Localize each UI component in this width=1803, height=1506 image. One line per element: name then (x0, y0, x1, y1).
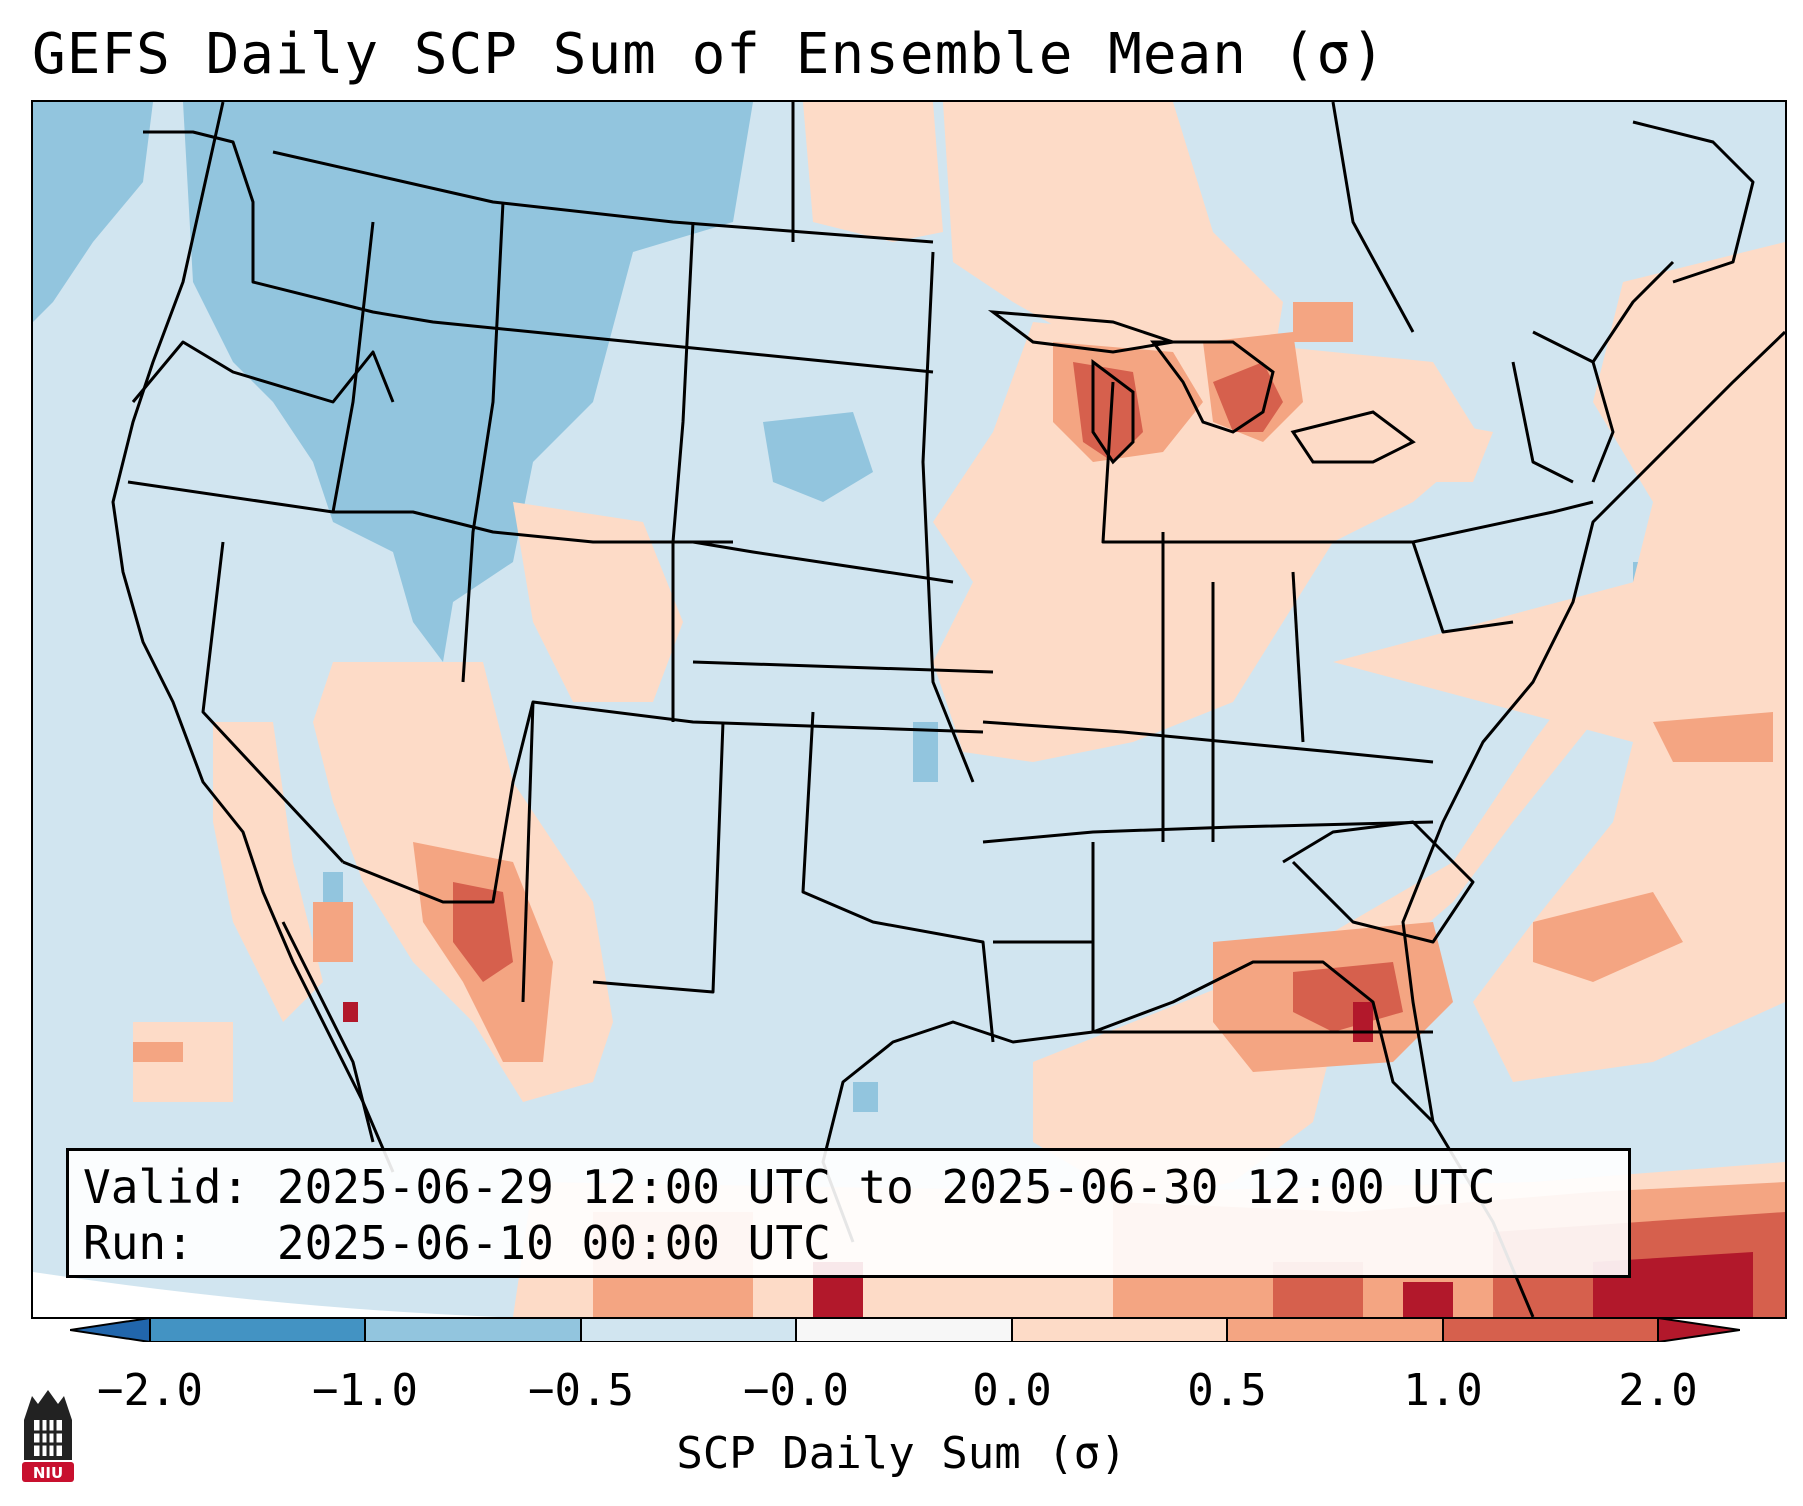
colorbar-tick-label: −2.0 (97, 1365, 203, 1416)
colorbar-under-arrow (70, 1318, 150, 1342)
colorbar-tick-label: −0.5 (528, 1365, 634, 1416)
chart-title: GEFS Daily SCP Sum of Ensemble Mean (σ) (32, 22, 1386, 87)
valid-run-info-box: Valid: 2025-06-29 12:00 UTC to 2025-06-3… (66, 1148, 1631, 1278)
colorbar (70, 1318, 1740, 1342)
great-lakes (987, 310, 1416, 465)
niu-logo-badge (22, 1462, 74, 1482)
colorbar-tick-label: −1.0 (312, 1365, 418, 1416)
map-domain-edge (33, 1272, 793, 1317)
run-time: 2025-06-10 00:00 UTC (276, 1216, 831, 1270)
colorbar-tick-label: 2.0 (1618, 1365, 1698, 1416)
valid-label: Valid: (83, 1160, 250, 1214)
valid-time: 2025-06-29 12:00 UTC to 2025-06-30 12:00… (276, 1160, 1496, 1214)
colorbar-tick-label: 1.0 (1403, 1365, 1483, 1416)
svg-text:NIU: NIU (33, 1464, 63, 1482)
colorbar-bin (1227, 1318, 1443, 1342)
colorbar-tick-label: 0.0 (972, 1365, 1052, 1416)
colorbar-tick-label: 0.5 (1187, 1365, 1267, 1416)
colorbar-bin (1012, 1318, 1227, 1342)
scp-map (33, 102, 1785, 1317)
colorbar-tick-label: −0.0 (743, 1365, 849, 1416)
coastlines (111, 102, 1785, 1317)
colorbar-bin (1443, 1318, 1658, 1342)
niu-logo: NIU (22, 1390, 74, 1482)
colorbar-label: SCP Daily Sum (σ) (676, 1428, 1127, 1479)
colorbar-bin (150, 1318, 365, 1342)
state-borders (127, 102, 1675, 1043)
map-panel (31, 100, 1787, 1319)
run-label: Run: (83, 1216, 194, 1270)
colorbar-bin (796, 1318, 1012, 1342)
colorbar-over-arrow (1658, 1318, 1740, 1342)
colorbar-bin (365, 1318, 581, 1342)
colorbar-bin (581, 1318, 796, 1342)
